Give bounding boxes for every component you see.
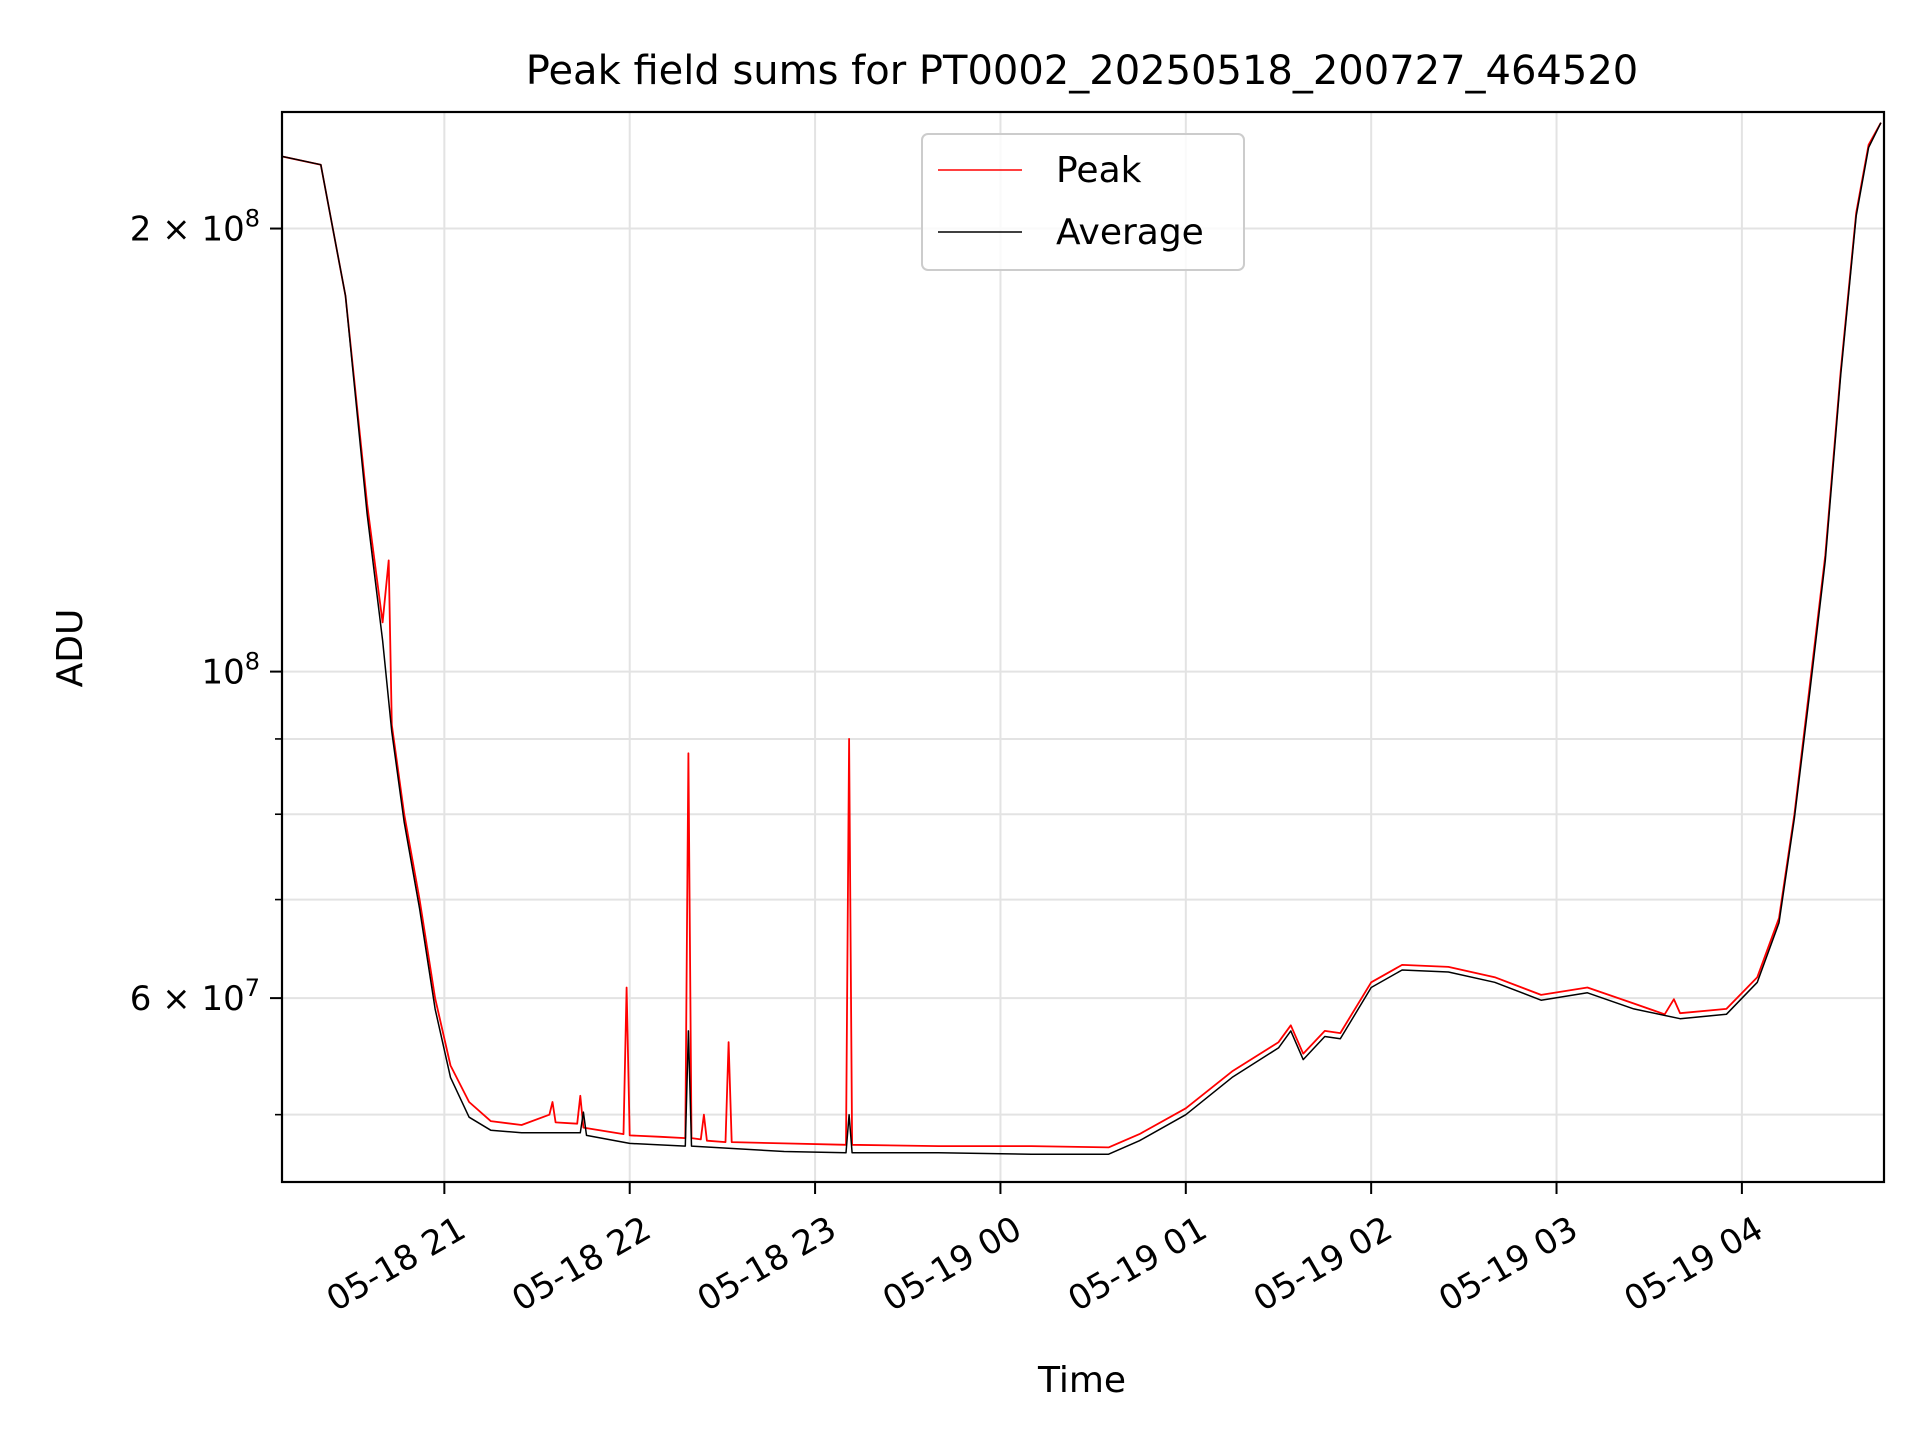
x-axis-label: Time xyxy=(1037,1360,1126,1401)
y-tick-multiply-sign: × 10 xyxy=(151,979,244,1019)
y-tick-label: 6 × 107 xyxy=(130,974,260,1019)
y-tick-exponent: 8 xyxy=(245,205,260,233)
series-line-average xyxy=(282,122,1882,1155)
y-tick-multiply-sign: × 10 xyxy=(151,210,244,250)
legend-label-peak: Peak xyxy=(1056,150,1142,191)
plot-frame xyxy=(280,110,1886,1184)
chart-title: Peak field sums for PT0002_20250518_2007… xyxy=(526,48,1638,94)
series-layer xyxy=(282,122,1882,1155)
legend-box xyxy=(921,133,1245,271)
y-tick-mantissa: 2 xyxy=(130,210,152,250)
y-tick-exponent: 7 xyxy=(245,974,260,1002)
legend-label-average: Average xyxy=(1056,212,1204,253)
y-tick-exponent: 8 xyxy=(245,648,260,676)
y-tick-label: 108 xyxy=(201,648,260,693)
y-axis-label: ADU xyxy=(50,609,91,688)
y-tick-label: 2 × 108 xyxy=(130,205,260,250)
y-tick-base: 10 xyxy=(201,653,244,693)
y-tick-mantissa: 6 xyxy=(130,979,152,1019)
series-line-peak xyxy=(282,122,1882,1149)
legend: Peak Average xyxy=(921,133,1245,271)
